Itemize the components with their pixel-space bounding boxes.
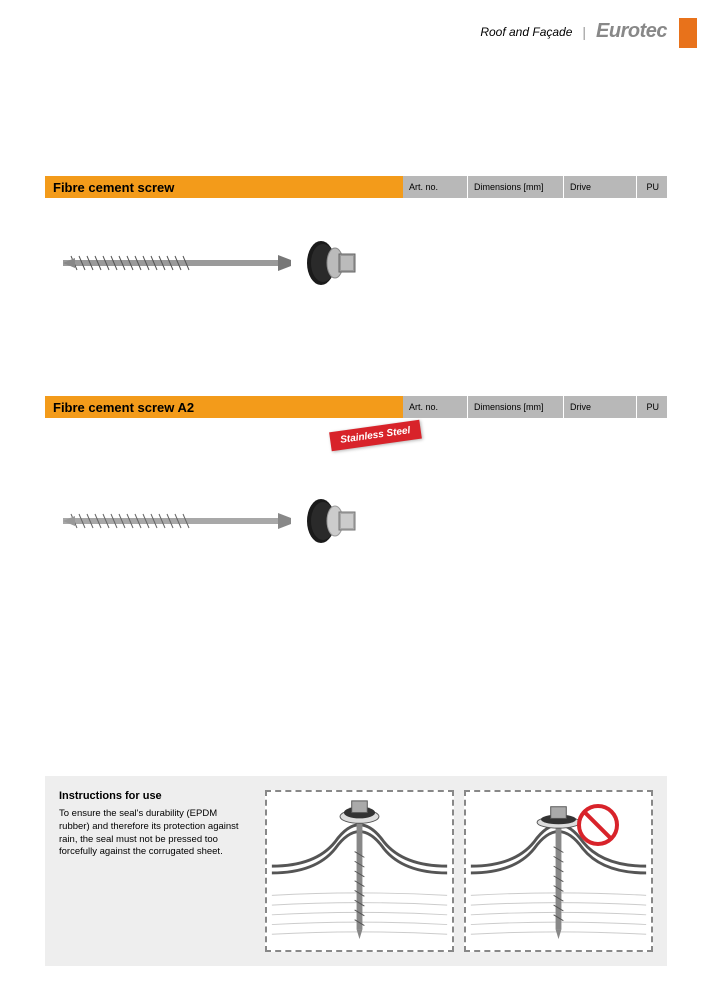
instructions-text: Instructions for use To ensure the seal'…: [59, 790, 259, 952]
col-art-no: Art. no.: [403, 396, 467, 418]
instructions-body: To ensure the seal's durability (EPDM ru…: [59, 808, 249, 859]
section-fibre-cement-a2: Fibre cement screw A2 Art. no. Dimension…: [45, 396, 667, 418]
col-art-no: Art. no.: [403, 176, 467, 198]
brand-logo: Eurotec: [596, 20, 667, 43]
instructions-title: Instructions for use: [59, 790, 249, 802]
section-fibre-cement: Fibre cement screw Art. no. Dimensions […: [45, 176, 667, 198]
header-separator: |: [582, 24, 586, 40]
col-dimensions: Dimensions [mm]: [468, 176, 563, 198]
col-pu: PU: [637, 176, 667, 198]
stainless-steel-badge: Stainless Steel: [329, 420, 421, 451]
page-header: Roof and Façade | Eurotec: [480, 20, 667, 43]
col-drive: Drive: [564, 396, 636, 418]
section-header-row: Fibre cement screw A2 Art. no. Dimension…: [45, 396, 667, 418]
diagram-incorrect: [464, 790, 653, 952]
corner-tab: [679, 18, 697, 48]
col-pu: PU: [637, 396, 667, 418]
section-title: Fibre cement screw A2: [45, 396, 403, 418]
table-header: Art. no. Dimensions [mm] Drive PU: [403, 396, 667, 418]
section-title: Fibre cement screw: [45, 176, 403, 198]
instructions-box: Instructions for use To ensure the seal'…: [45, 776, 667, 966]
col-drive: Drive: [564, 176, 636, 198]
prohibited-icon: [577, 804, 619, 846]
screw-image: [63, 238, 363, 288]
header-category: Roof and Façade: [480, 25, 572, 39]
table-header: Art. no. Dimensions [mm] Drive PU: [403, 176, 667, 198]
diagram-correct: [265, 790, 454, 952]
col-dimensions: Dimensions [mm]: [468, 396, 563, 418]
screw-image: [63, 496, 363, 546]
section-header-row: Fibre cement screw Art. no. Dimensions […: [45, 176, 667, 198]
